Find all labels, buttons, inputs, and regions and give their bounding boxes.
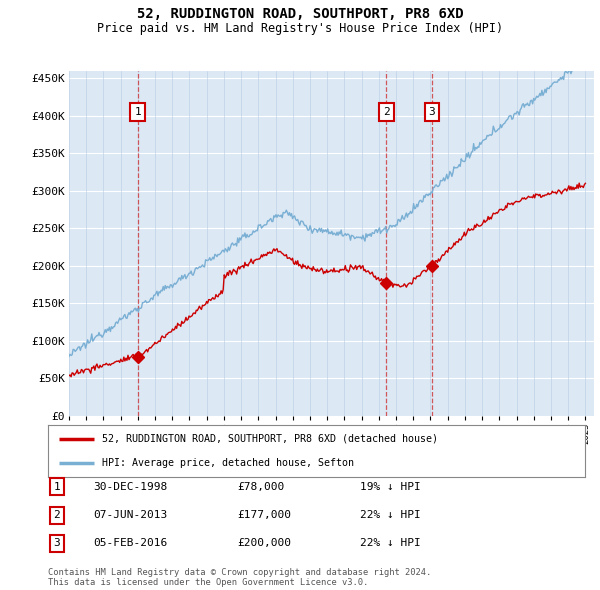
Text: 3: 3 — [428, 107, 436, 117]
Text: 07-JUN-2013: 07-JUN-2013 — [93, 510, 167, 520]
Text: 52, RUDDINGTON ROAD, SOUTHPORT, PR8 6XD (detached house): 52, RUDDINGTON ROAD, SOUTHPORT, PR8 6XD … — [102, 434, 438, 444]
Text: 22% ↓ HPI: 22% ↓ HPI — [360, 539, 421, 548]
Text: 2: 2 — [383, 107, 390, 117]
Text: 1: 1 — [134, 107, 141, 117]
Text: Contains HM Land Registry data © Crown copyright and database right 2024.
This d: Contains HM Land Registry data © Crown c… — [48, 568, 431, 587]
Text: £177,000: £177,000 — [237, 510, 291, 520]
Text: £200,000: £200,000 — [237, 539, 291, 548]
Text: HPI: Average price, detached house, Sefton: HPI: Average price, detached house, Seft… — [102, 458, 354, 468]
Text: 30-DEC-1998: 30-DEC-1998 — [93, 482, 167, 491]
Text: 19% ↓ HPI: 19% ↓ HPI — [360, 482, 421, 491]
Text: 2: 2 — [53, 510, 61, 520]
Text: Price paid vs. HM Land Registry's House Price Index (HPI): Price paid vs. HM Land Registry's House … — [97, 22, 503, 35]
Text: 1: 1 — [53, 482, 61, 491]
Text: £78,000: £78,000 — [237, 482, 284, 491]
Text: 05-FEB-2016: 05-FEB-2016 — [93, 539, 167, 548]
Text: 52, RUDDINGTON ROAD, SOUTHPORT, PR8 6XD: 52, RUDDINGTON ROAD, SOUTHPORT, PR8 6XD — [137, 7, 463, 21]
Text: 22% ↓ HPI: 22% ↓ HPI — [360, 510, 421, 520]
Text: 3: 3 — [53, 539, 61, 548]
